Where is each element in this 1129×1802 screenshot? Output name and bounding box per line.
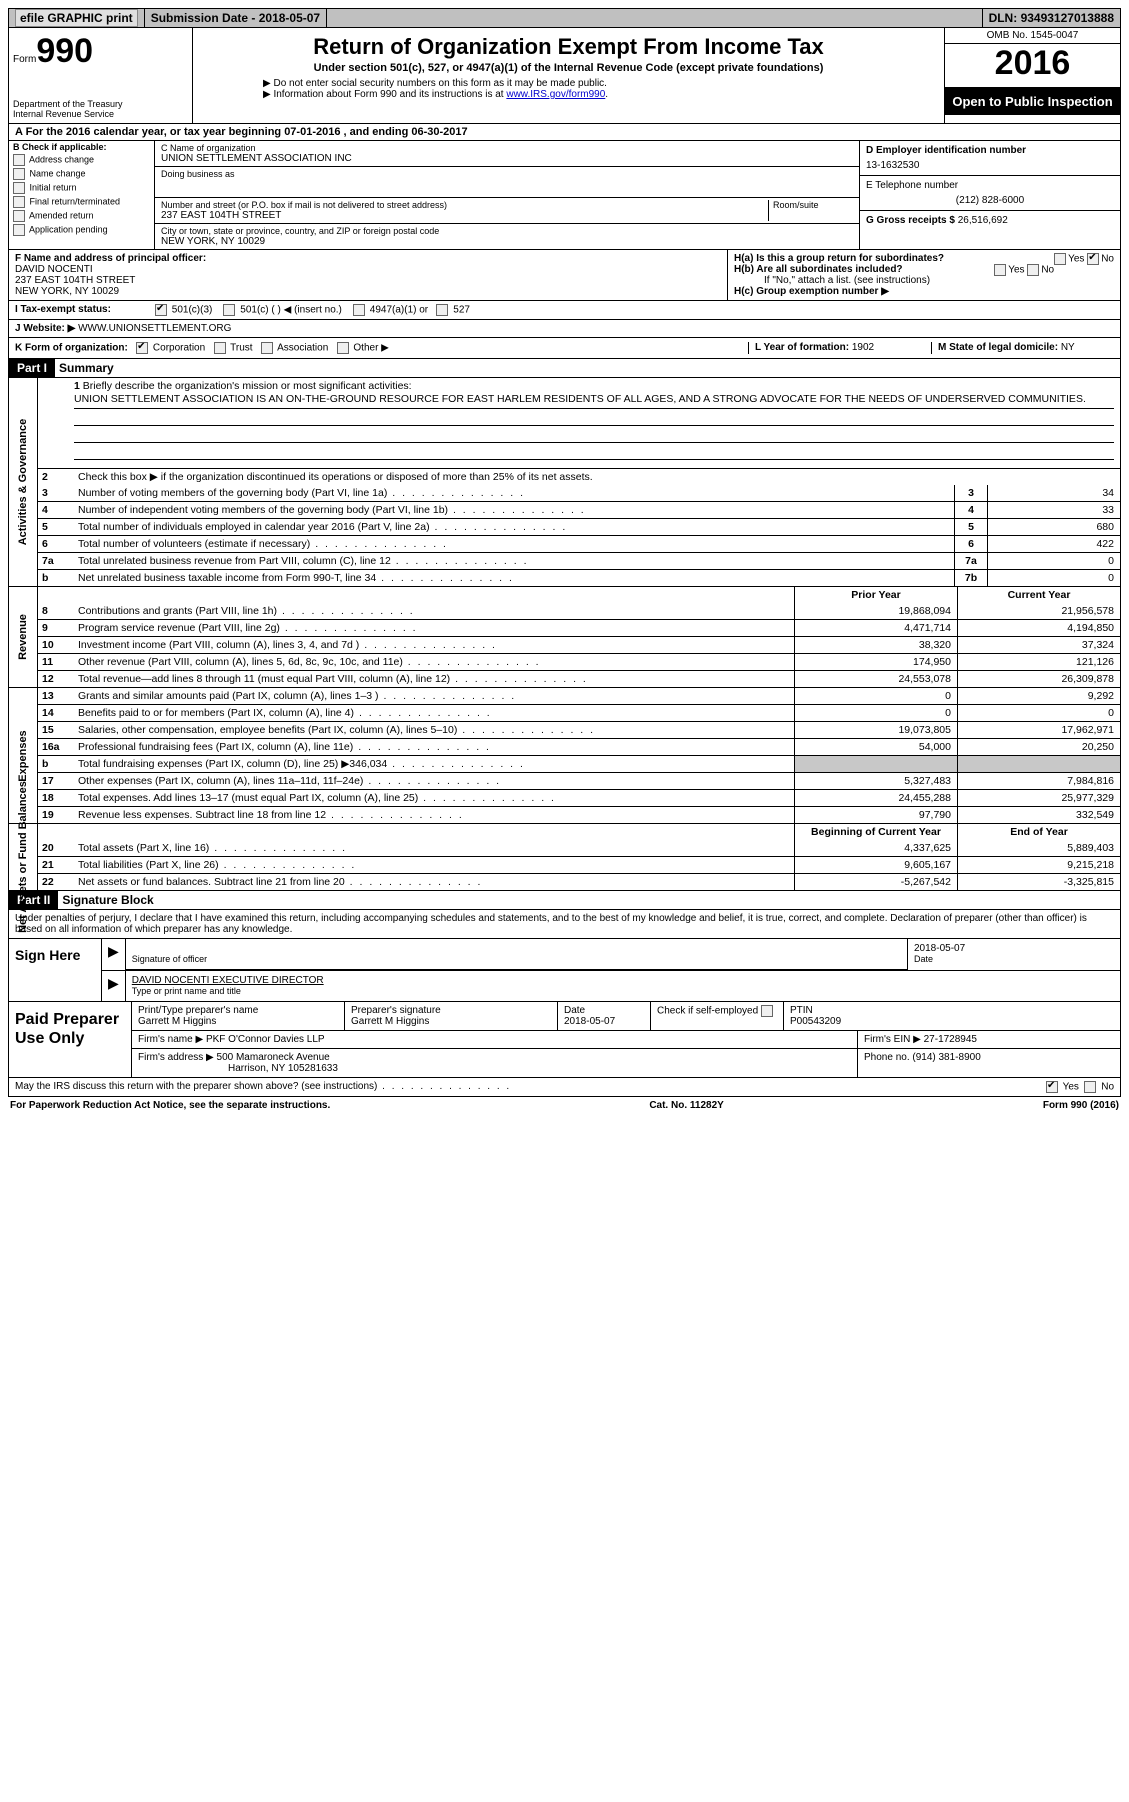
form-header-mid: Return of Organization Exempt From Incom…: [193, 28, 944, 123]
checkbox-501c[interactable]: [223, 304, 235, 316]
checkbox-application-pending[interactable]: [13, 224, 25, 236]
part2-header: Part II Signature Block: [8, 891, 1121, 910]
checkbox-address-change[interactable]: [13, 154, 25, 166]
row-j-website: J Website: ▶ WWW.UNIONSETTLEMENT.ORG: [8, 320, 1121, 338]
checkbox-501c3[interactable]: [155, 304, 167, 316]
signature-block: Under penalties of perjury, I declare th…: [8, 910, 1121, 1097]
row-i-tax-status: I Tax-exempt status: 501(c)(3) 501(c) ( …: [8, 301, 1121, 320]
checkbox-initial-return[interactable]: [13, 182, 25, 194]
form-title: Return of Organization Exempt From Incom…: [203, 34, 934, 60]
row-f-h: F Name and address of principal officer:…: [8, 250, 1121, 301]
checkbox-corp[interactable]: [136, 342, 148, 354]
summary-rev: Revenue Prior YearCurrent Year 8Contribu…: [8, 587, 1121, 688]
dln-cell: DLN: 93493127013888: [982, 9, 1120, 27]
part1-header: Part I Summary: [8, 359, 1121, 378]
summary-line: 12Total revenue—add lines 8 through 11 (…: [38, 670, 1120, 687]
top-bar: efile GRAPHIC print Submission Date - 20…: [8, 8, 1121, 28]
col-d-ein: D Employer identification number 13-1632…: [859, 141, 1120, 249]
summary-line: bTotal fundraising expenses (Part IX, co…: [38, 755, 1120, 772]
summary-line: 7aTotal unrelated business revenue from …: [38, 552, 1120, 569]
section-bcd: B Check if applicable: Address change Na…: [8, 141, 1121, 250]
form-header-left: Form990 Department of the Treasury Inter…: [9, 28, 193, 123]
summary-line: 5Total number of individuals employed in…: [38, 518, 1120, 535]
checkbox-hb-no[interactable]: [1027, 264, 1039, 276]
checkbox-amended[interactable]: [13, 210, 25, 222]
checkbox-hb-yes[interactable]: [994, 264, 1006, 276]
row-k-form-org: K Form of organization: Corporation Trus…: [8, 338, 1121, 359]
summary-gov: Activities & Governance 1 Briefly descri…: [8, 378, 1121, 587]
row-a-tax-year: A For the 2016 calendar year, or tax yea…: [8, 124, 1121, 141]
summary-line: 15Salaries, other compensation, employee…: [38, 721, 1120, 738]
submission-cell: Submission Date - 2018-05-07: [145, 9, 327, 27]
summary-line: 21Total liabilities (Part X, line 26)9,6…: [38, 856, 1120, 873]
checkbox-trust[interactable]: [214, 342, 226, 354]
summary-line: 10Investment income (Part VIII, column (…: [38, 636, 1120, 653]
arrow-icon: ▶: [102, 971, 126, 1001]
summary-line: 8Contributions and grants (Part VIII, li…: [38, 603, 1120, 619]
arrow-icon: ▶: [102, 939, 126, 970]
summary-line: 19Revenue less expenses. Subtract line 1…: [38, 806, 1120, 823]
summary-line: 20Total assets (Part X, line 16)4,337,62…: [38, 840, 1120, 856]
summary-net: Net Assets or Fund Balances Beginning of…: [8, 824, 1121, 891]
summary-exp: Expenses 13Grants and similar amounts pa…: [8, 688, 1121, 824]
summary-line: 9Program service revenue (Part VIII, lin…: [38, 619, 1120, 636]
form-header: Form990 Department of the Treasury Inter…: [8, 28, 1121, 124]
summary-line: 17Other expenses (Part IX, column (A), l…: [38, 772, 1120, 789]
checkbox-ha-yes[interactable]: [1054, 253, 1066, 265]
checkbox-discuss-no[interactable]: [1084, 1081, 1096, 1093]
checkbox-assoc[interactable]: [261, 342, 273, 354]
summary-line: 4Number of independent voting members of…: [38, 501, 1120, 518]
page-footer: For Paperwork Reduction Act Notice, see …: [8, 1097, 1121, 1114]
efile-label: efile GRAPHIC print: [9, 9, 145, 27]
summary-line: 22Net assets or fund balances. Subtract …: [38, 873, 1120, 890]
checkbox-other[interactable]: [337, 342, 349, 354]
checkbox-final-return[interactable]: [13, 196, 25, 208]
summary-line: 11Other revenue (Part VIII, column (A), …: [38, 653, 1120, 670]
summary-line: 16aProfessional fundraising fees (Part I…: [38, 738, 1120, 755]
checkbox-discuss-yes[interactable]: [1046, 1081, 1058, 1093]
checkbox-name-change[interactable]: [13, 168, 25, 180]
checkbox-527[interactable]: [436, 304, 448, 316]
summary-line: 13Grants and similar amounts paid (Part …: [38, 688, 1120, 704]
summary-line: 14Benefits paid to or for members (Part …: [38, 704, 1120, 721]
summary-line: 6Total number of volunteers (estimate if…: [38, 535, 1120, 552]
col-c-org-info: C Name of organization UNION SETTLEMENT …: [155, 141, 859, 249]
checkbox-ha-no[interactable]: [1087, 253, 1099, 265]
summary-line: bNet unrelated business taxable income f…: [38, 569, 1120, 586]
checkbox-self-employed[interactable]: [761, 1005, 773, 1017]
summary-line: 18Total expenses. Add lines 13–17 (must …: [38, 789, 1120, 806]
form-header-right: OMB No. 1545-0047 2016 Open to Public In…: [944, 28, 1120, 123]
checkbox-4947[interactable]: [353, 304, 365, 316]
col-b-checkboxes: B Check if applicable: Address change Na…: [9, 141, 155, 249]
summary-line: 3Number of voting members of the governi…: [38, 485, 1120, 501]
irs-link[interactable]: www.IRS.gov/form990: [506, 89, 605, 100]
efile-button[interactable]: efile GRAPHIC print: [15, 9, 138, 27]
